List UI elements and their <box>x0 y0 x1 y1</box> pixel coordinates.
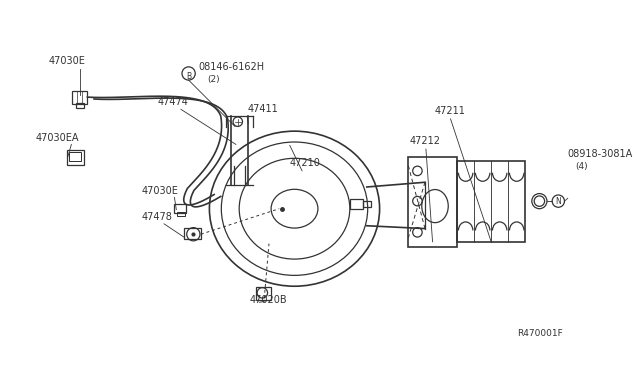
Text: 47474: 47474 <box>157 97 188 107</box>
Text: 47020B: 47020B <box>249 295 287 305</box>
Text: 47030E: 47030E <box>141 186 178 196</box>
Text: 08918-3081A: 08918-3081A <box>568 149 633 159</box>
Text: 47211: 47211 <box>435 106 465 116</box>
Bar <box>350 199 363 209</box>
Bar <box>457 161 525 242</box>
Bar <box>70 152 81 161</box>
Bar <box>72 90 88 104</box>
Text: (4): (4) <box>575 162 588 171</box>
Text: 08146-6162H: 08146-6162H <box>198 62 264 72</box>
Text: 47030EA: 47030EA <box>35 132 79 142</box>
Text: 47411: 47411 <box>247 104 278 114</box>
Text: 47212: 47212 <box>410 137 441 147</box>
Bar <box>177 212 185 216</box>
Bar <box>363 201 371 207</box>
Bar <box>184 228 201 239</box>
Bar <box>76 103 84 108</box>
Bar <box>256 287 271 301</box>
Text: N: N <box>556 197 561 206</box>
Text: 47210: 47210 <box>290 158 321 168</box>
Bar <box>408 157 457 247</box>
Text: (2): (2) <box>207 75 220 84</box>
Bar <box>67 150 84 165</box>
Bar <box>175 204 186 214</box>
Text: 47478: 47478 <box>141 212 172 222</box>
Text: B: B <box>186 72 191 81</box>
Text: 47030E: 47030E <box>49 56 86 66</box>
Text: R470001F: R470001F <box>516 329 563 339</box>
